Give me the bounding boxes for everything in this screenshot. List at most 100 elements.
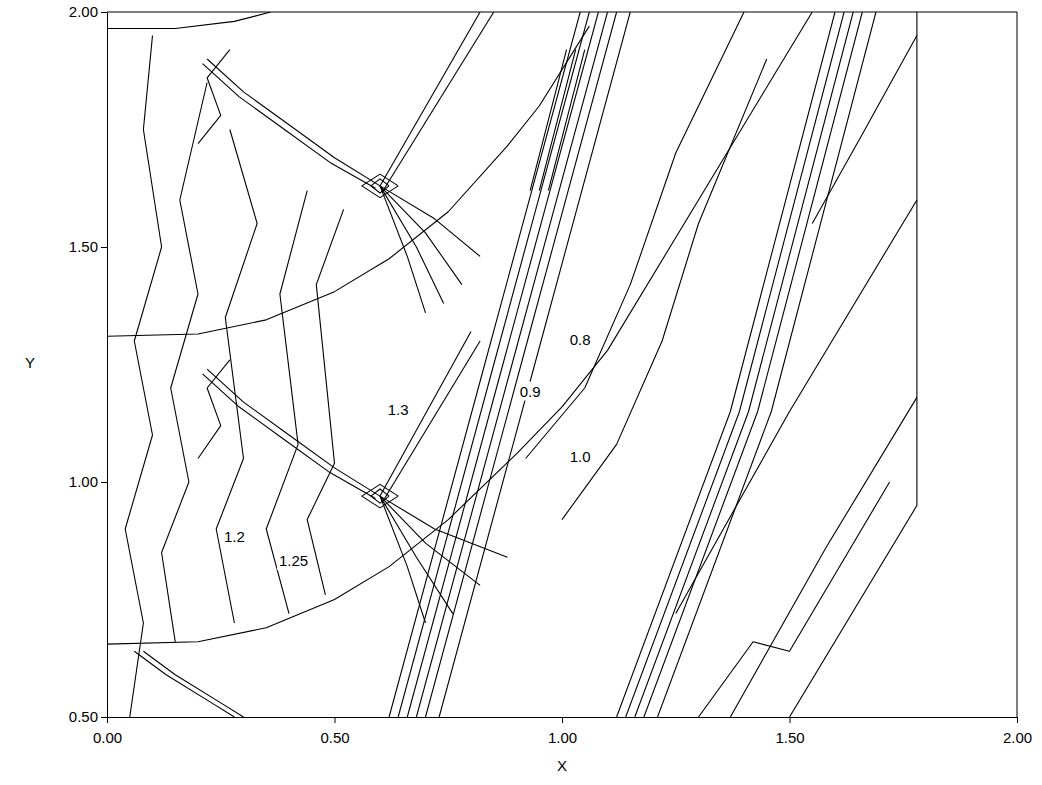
frame-line xyxy=(1017,12,1018,717)
contour-label: 1.3 xyxy=(388,401,409,418)
tick-label: 1.00 xyxy=(69,473,98,490)
contour-line xyxy=(426,12,617,717)
label-background xyxy=(386,400,411,419)
tick-label: 0.50 xyxy=(320,729,349,746)
contour-line xyxy=(407,12,598,717)
contour-line xyxy=(107,12,812,644)
contour-line xyxy=(380,496,453,613)
axis-line xyxy=(107,13,108,718)
tick-label: 0.50 xyxy=(69,708,98,725)
x-axis-title: X xyxy=(557,757,567,774)
contour-line xyxy=(562,59,767,520)
contour-lines xyxy=(107,12,917,717)
plot-frame xyxy=(107,12,1017,717)
x-axis: 0.00 0.50 1.00 1.50 2.00 xyxy=(93,717,1032,746)
tick: 1.00 xyxy=(548,717,577,746)
contour-line xyxy=(385,12,494,188)
contour-label: 0.8 xyxy=(570,331,591,348)
contour-line xyxy=(107,26,589,336)
tick: 0.50 xyxy=(320,717,349,746)
tick: 2.00 xyxy=(69,3,107,20)
tick-mark xyxy=(335,717,336,723)
contour-label: 1.0 xyxy=(570,448,591,465)
tick-mark xyxy=(101,717,107,718)
contour-line xyxy=(730,397,917,717)
label-background xyxy=(568,330,593,349)
tick-mark xyxy=(101,482,107,483)
contour-line xyxy=(362,174,398,198)
contour-line xyxy=(790,12,917,717)
contour-line xyxy=(198,50,230,144)
tick-mark xyxy=(562,717,563,723)
tick: 1.50 xyxy=(775,717,804,746)
y-axis: 0.50 1.00 1.50 2.00 xyxy=(69,3,108,725)
contour-line xyxy=(380,186,462,285)
contour-line xyxy=(380,186,426,313)
contour-line xyxy=(266,191,307,614)
contour-line xyxy=(203,64,376,189)
chart: 0.00 0.50 1.00 1.50 2.00 0.50 1.00 1.50 2.00 X Y 1.… xyxy=(0,0,1042,785)
contour-line xyxy=(812,36,917,224)
annotation: 0.9 xyxy=(518,382,543,401)
contour-line xyxy=(162,83,208,642)
contour-line xyxy=(207,369,380,496)
tick-mark xyxy=(107,717,108,723)
contour-line xyxy=(380,186,480,257)
annotation: 1.2 xyxy=(222,527,247,546)
contour-line xyxy=(398,12,589,717)
contour-line xyxy=(380,332,471,497)
contour-line xyxy=(626,12,844,717)
annotation: 1.25 xyxy=(277,551,310,570)
contour-line xyxy=(371,489,389,503)
contour-line xyxy=(380,496,507,557)
annotations: 1.3 1.2 1.25 1.0 0.9 0.8 xyxy=(222,330,593,570)
contour-line xyxy=(371,179,389,193)
annotation: 1.0 xyxy=(568,447,593,466)
tick: 2.00 xyxy=(1003,717,1032,746)
tick-mark xyxy=(790,717,791,723)
contour-line xyxy=(107,12,271,28)
contour-line xyxy=(307,209,343,594)
contour-line xyxy=(416,12,607,717)
label-background xyxy=(277,551,310,570)
tick-label: 0.00 xyxy=(93,729,122,746)
annotation: 1.3 xyxy=(386,400,411,419)
tick-label: 1.50 xyxy=(69,238,98,255)
tick-label: 2.00 xyxy=(69,3,98,20)
tick-mark xyxy=(101,247,107,248)
annotation: 0.8 xyxy=(568,330,593,349)
label-background xyxy=(568,447,593,466)
contour-label: 1.2 xyxy=(224,528,245,545)
contour-line xyxy=(385,341,481,498)
contour-line xyxy=(143,651,243,717)
contour-line xyxy=(380,496,426,623)
contour-line xyxy=(658,12,876,717)
tick: 0.50 xyxy=(69,708,107,725)
label-background xyxy=(222,527,247,546)
contour-line xyxy=(125,36,161,718)
contour-line xyxy=(198,360,230,459)
contour-line xyxy=(699,482,890,717)
contour-label: 1.25 xyxy=(279,552,308,569)
tick: 1.50 xyxy=(69,238,107,255)
label-background xyxy=(518,382,543,401)
contour-line xyxy=(617,12,835,717)
contour-line xyxy=(539,50,575,191)
contour-line xyxy=(203,374,376,499)
tick-mark xyxy=(1017,717,1018,723)
contour-line xyxy=(635,12,853,717)
frame-line xyxy=(107,12,1017,13)
contour-line xyxy=(676,200,917,614)
contour-line xyxy=(380,12,480,186)
contour-line xyxy=(548,50,584,191)
contour-label: 0.9 xyxy=(520,383,541,400)
contour-line xyxy=(134,651,234,717)
contour-line xyxy=(389,12,580,717)
tick-mark xyxy=(101,12,107,13)
tick-label: 1.00 xyxy=(548,729,577,746)
contour-line xyxy=(362,484,398,508)
y-axis-title: Y xyxy=(25,354,35,371)
tick-label: 1.50 xyxy=(775,729,804,746)
contour-line xyxy=(216,130,257,624)
contour-line xyxy=(439,12,630,717)
